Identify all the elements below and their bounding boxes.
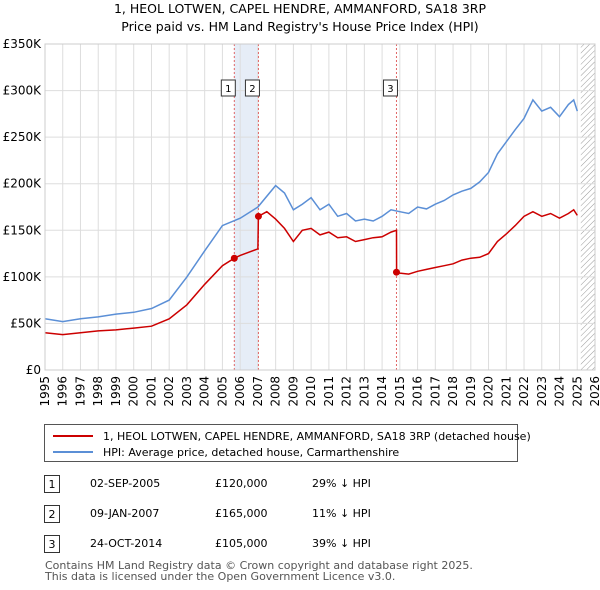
- sale-hpi-diff: 39% ↓ HPI: [312, 537, 371, 550]
- y-tick-label: £250K: [3, 130, 43, 144]
- x-tick-label: 2022: [517, 376, 531, 407]
- x-tick-label: 2021: [499, 376, 513, 407]
- sale-label-box: [220, 79, 236, 97]
- x-tick-label: 2012: [340, 376, 354, 407]
- sale-hpi-diff: 11% ↓ HPI: [312, 507, 371, 520]
- sales-row: 3 24-OCT-2014 £105,000 39% ↓ HPI: [0, 534, 600, 554]
- y-tick-label: £100K: [3, 270, 43, 284]
- sale-point: [254, 212, 262, 220]
- x-tick-label: 2002: [162, 376, 176, 407]
- footer-licence: This data is licensed under the Open Gov…: [45, 570, 396, 583]
- price-chart: 1, HEOL LOTWEN, CAPEL HENDRE, AMMANFORD,…: [3, 1, 600, 407]
- sale-price: £105,000: [215, 537, 268, 550]
- x-tick-label: 2014: [375, 376, 389, 407]
- x-tick-label: 1999: [109, 376, 123, 407]
- chart-title-line1: 1, HEOL LOTWEN, CAPEL HENDRE, AMMANFORD,…: [114, 1, 487, 16]
- x-tick-label: 2010: [304, 376, 318, 407]
- sale-label-number: 2: [249, 84, 255, 95]
- x-tick-label: 1998: [91, 376, 105, 407]
- chart-title-line2: Price paid vs. HM Land Registry's House …: [121, 19, 478, 34]
- x-tick-label: 2013: [357, 376, 371, 407]
- sales-row: 2 09-JAN-2007 £165,000 11% ↓ HPI: [0, 504, 600, 524]
- legend-item-hpi: HPI: Average price, detached house, Carm…: [53, 444, 399, 460]
- footer: Contains HM Land Registry data © Crown c…: [45, 560, 473, 582]
- x-tick-label: 2011: [322, 376, 336, 407]
- x-tick-label: 1997: [73, 376, 87, 407]
- x-tick-label: 2025: [570, 376, 584, 407]
- y-tick-label: £150K: [3, 223, 43, 237]
- sale-date: 02-SEP-2005: [90, 477, 161, 490]
- sale-price: £120,000: [215, 477, 268, 490]
- x-tick-label: 2004: [198, 376, 212, 407]
- x-tick-label: 2007: [251, 376, 265, 407]
- sale-label-box: [244, 79, 260, 97]
- sale-badge: 3: [44, 535, 60, 553]
- y-tick-label: £200K: [3, 177, 43, 191]
- legend: 1, HEOL LOTWEN, CAPEL HENDRE, AMMANFORD,…: [44, 424, 531, 462]
- plot-frame: [44, 43, 596, 371]
- forecast-hatch: [580, 44, 595, 370]
- x-tick-label: 2024: [553, 376, 567, 407]
- footer-copyright: Contains HM Land Registry data © Crown c…: [45, 559, 473, 572]
- hpi-line: [44, 98, 579, 323]
- x-tick-label: 2018: [446, 376, 460, 407]
- x-tick-label: 2020: [482, 376, 496, 407]
- sale-label-number: 3: [387, 84, 393, 95]
- price-paid-line: [44, 208, 578, 336]
- sale-date: 24-OCT-2014: [90, 537, 163, 550]
- legend-swatch-property: [53, 435, 93, 437]
- sale-label-number: 1: [225, 84, 231, 95]
- x-tick-label: 2015: [393, 376, 407, 407]
- sale-price: £165,000: [215, 507, 268, 520]
- sale-hpi-diff: 29% ↓ HPI: [312, 477, 371, 490]
- x-tick-label: 1996: [56, 376, 70, 407]
- legend-label-hpi: HPI: Average price, detached house, Carm…: [103, 445, 400, 459]
- sale-point: [392, 268, 400, 276]
- plot-background: [45, 44, 595, 370]
- x-tick-label: 2023: [535, 376, 549, 407]
- legend-swatch-hpi: [53, 451, 93, 453]
- x-tick-label: 2009: [286, 376, 300, 407]
- x-tick-label: 2003: [180, 376, 194, 407]
- x-tick-label: 2001: [144, 376, 158, 407]
- x-tick-label: 2006: [233, 376, 247, 407]
- x-tick-label: 2026: [588, 376, 600, 407]
- x-tick-label: 2017: [428, 376, 442, 407]
- sale-date: 09-JAN-2007: [90, 507, 160, 520]
- y-tick-label: £0: [26, 363, 41, 377]
- y-tick-label: £350K: [3, 37, 43, 51]
- y-tick-label: £300K: [3, 84, 43, 98]
- sales-row: 1 02-SEP-2005 £120,000 29% ↓ HPI: [0, 474, 600, 494]
- x-tick-label: 2016: [411, 376, 425, 407]
- y-tick-label: £50K: [10, 316, 42, 330]
- x-tick-label: 2005: [215, 376, 229, 407]
- sale-point: [230, 254, 238, 262]
- shaded-region: [234, 44, 259, 370]
- x-tick-label: 1995: [38, 376, 52, 407]
- sale-label-box: [382, 79, 398, 97]
- sale-badge: 2: [44, 505, 60, 523]
- x-tick-label: 2000: [127, 376, 141, 407]
- legend-label-property: 1, HEOL LOTWEN, CAPEL HENDRE, AMMANFORD,…: [103, 429, 531, 443]
- x-tick-label: 2019: [464, 376, 478, 407]
- sale-badge: 1: [44, 475, 60, 493]
- legend-item-property: 1, HEOL LOTWEN, CAPEL HENDRE, AMMANFORD,…: [53, 428, 531, 444]
- x-tick-label: 2008: [269, 376, 283, 407]
